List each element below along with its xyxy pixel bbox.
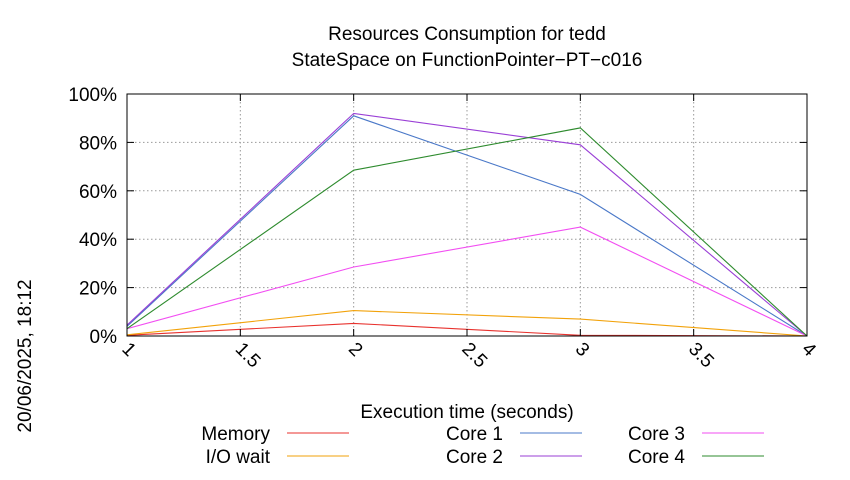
x-tick-label: 2	[344, 339, 366, 361]
axes	[126, 93, 808, 337]
legend-label-core-2: Core 2	[446, 447, 503, 468]
x-tick-label: 1	[117, 339, 139, 361]
y-tick-label: 20%	[79, 279, 117, 300]
y-tick-label: 40%	[79, 230, 117, 251]
x-axis-label: Execution time (seconds)	[360, 402, 573, 423]
y-tick-label: 0%	[90, 327, 118, 348]
series-line-core-3	[126, 226, 808, 337]
series-line-i-o-wait	[126, 310, 808, 337]
series-line-core-2	[126, 112, 808, 337]
x-tick-label: 4	[797, 339, 820, 362]
legend-label-core-1: Core 1	[446, 424, 503, 445]
legend-label-i-o-wait: I/O wait	[206, 447, 271, 468]
chart-title: Resources Consumption for tedd	[328, 24, 606, 45]
series-line-core-1	[126, 115, 808, 337]
y-tick-label: 60%	[79, 182, 117, 203]
y-tick-label: 100%	[68, 85, 117, 106]
x-tick-label: 3.5	[684, 339, 718, 373]
legend-label-memory: Memory	[201, 424, 270, 445]
x-tick-label: 3	[571, 339, 593, 361]
chart-subtitle: StateSpace on FunctionPointer−PT−c016	[292, 50, 643, 71]
x-tick-label: 1.5	[231, 339, 265, 373]
y-tick-label: 80%	[79, 133, 117, 154]
x-tick-label: 2.5	[457, 339, 491, 373]
grid	[127, 94, 807, 336]
side-timestamp-label: 20/06/2025, 18:12	[15, 279, 36, 432]
legend-label-core-4: Core 4	[628, 447, 685, 468]
plot-border	[126, 93, 808, 337]
series-line-core-4	[126, 127, 808, 337]
legend-label-core-3: Core 3	[628, 424, 685, 445]
